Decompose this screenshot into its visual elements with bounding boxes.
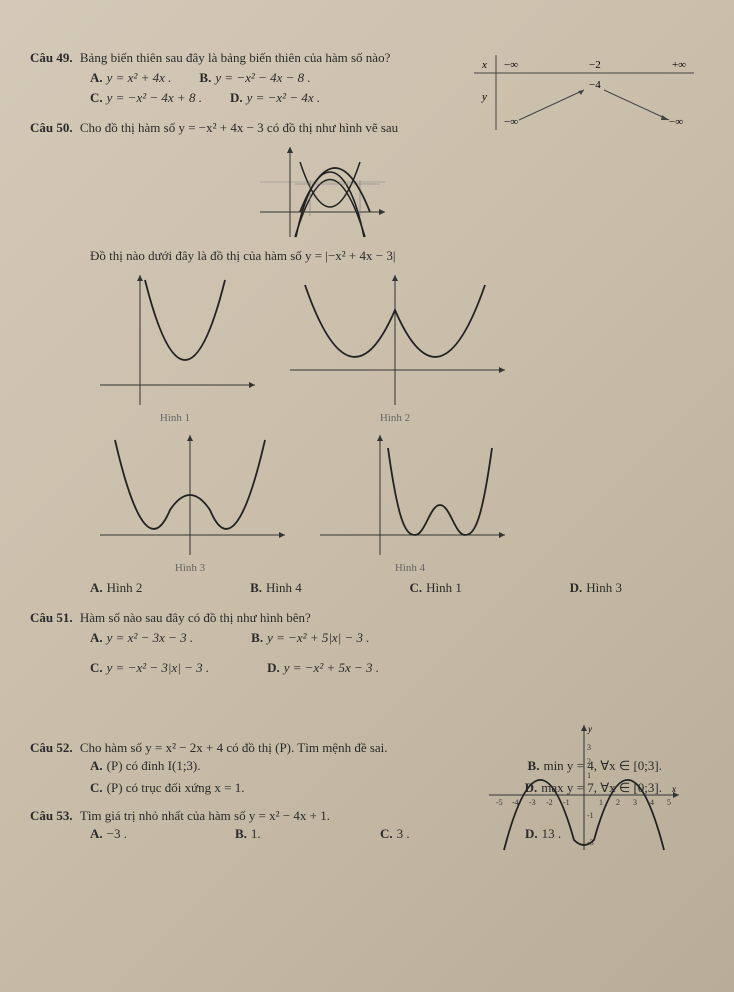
svg-text:-3: -3 xyxy=(529,798,536,807)
chart-label-h3: Hình 3 xyxy=(90,562,290,574)
q53-option-a: A.−3 . xyxy=(90,826,207,842)
svg-text:x: x xyxy=(671,784,676,794)
svg-text:2: 2 xyxy=(616,798,620,807)
q51-label: Câu 51. xyxy=(30,610,73,625)
question-51: Câu 51. Hàm số nào sau đây có đồ thị như… xyxy=(30,610,704,680)
q49-label: Câu 49. xyxy=(30,50,73,65)
svg-text:2: 2 xyxy=(587,757,591,766)
q50-options: A.Hình 2 B.Hình 4 C.Hình 1 D.Hình 3 xyxy=(90,580,650,600)
variation-table-svg: x y −∞ −2 +∞ −4 −∞ −∞ xyxy=(474,55,694,130)
chart-label-h2: Hình 2 xyxy=(280,412,510,424)
q50-label: Câu 50. xyxy=(30,120,73,135)
svg-text:-2: -2 xyxy=(546,798,553,807)
svg-text:-5: -5 xyxy=(496,798,503,807)
q49-option-d: D.y = −x² − 4x . xyxy=(230,90,320,106)
q49-option-a: A.y = x² + 4x . xyxy=(90,70,171,86)
svg-text:−∞: −∞ xyxy=(504,59,518,71)
q52-option-c: C.(P) có trục đối xứng x = 1. xyxy=(90,780,245,796)
chart-label-h4: Hình 4 xyxy=(310,562,510,574)
svg-text:−4: −4 xyxy=(589,79,601,91)
q51-option-d: D.y = −x² + 5x − 3 . xyxy=(267,660,379,676)
q52-label: Câu 52. xyxy=(30,740,73,755)
svg-text:x: x xyxy=(481,59,487,71)
q53-label: Câu 53. xyxy=(30,808,73,823)
svg-text:3: 3 xyxy=(633,798,637,807)
svg-text:3: 3 xyxy=(587,743,591,752)
q50-chart-hinh4 xyxy=(310,430,510,560)
q50-option-a: A.Hình 2 xyxy=(90,580,142,596)
svg-text:1: 1 xyxy=(587,771,591,780)
q49-option-c: C.y = −x² − 4x + 8 . xyxy=(90,90,202,106)
variation-table: x y −∞ −2 +∞ −4 −∞ −∞ xyxy=(474,55,694,130)
svg-text:-1: -1 xyxy=(563,798,570,807)
q50-option-b: B.Hình 4 xyxy=(250,580,302,596)
q51-option-c: C.y = −x² − 3|x| − 3 . xyxy=(90,660,209,676)
svg-text:y: y xyxy=(587,724,592,734)
q50-chart-hinh2 xyxy=(280,270,510,410)
q53-option-b: B.1. xyxy=(235,826,352,842)
q50-option-d: D.Hình 3 xyxy=(570,580,622,596)
svg-text:1: 1 xyxy=(599,798,603,807)
question-50: Câu 50. Cho đồ thị hàm số y = −x² + 4x −… xyxy=(30,120,704,600)
q50-chart-hinh1 xyxy=(90,270,260,410)
q50-chart-row-2: Hình 3 Hình 4 xyxy=(90,430,704,574)
svg-text:y: y xyxy=(481,91,487,103)
q52-option-a: A.(P) có đỉnh I(1;3). xyxy=(90,758,201,774)
q51-option-b: B.y = −x² + 5|x| − 3 . xyxy=(251,630,369,646)
svg-text:-1: -1 xyxy=(587,811,594,820)
q49-option-b: B.y = −x² − 4x − 8 . xyxy=(199,70,310,86)
q50-chart-hinh3 xyxy=(90,430,290,560)
q51-text: Hàm số nào sau đây có đồ thị như hình bê… xyxy=(80,610,311,625)
q52-text: Cho hàm số y = x² − 2x + 4 có đồ thị (P)… xyxy=(80,740,388,755)
q51-option-a: A.y = x² − 3x − 3 . xyxy=(90,630,193,646)
q51-chart: x y -5-4-3 -2-1 123 45 321 -1-3 xyxy=(484,720,684,855)
q50-text: Cho đồ thị hàm số y = −x² + 4x − 3 có đồ… xyxy=(80,120,398,135)
svg-text:5: 5 xyxy=(667,798,671,807)
q49-text: Bảng biến thiên sau đây là bảng biến thi… xyxy=(80,50,390,65)
q50-chart-row-1: Hình 1 Hình 2 xyxy=(90,270,704,424)
chart-label-h1: Hình 1 xyxy=(90,412,260,424)
q50-option-c: C.Hình 1 xyxy=(410,580,462,596)
svg-text:+∞: +∞ xyxy=(672,59,686,71)
q53-text: Tìm giá trị nhỏ nhất của hàm số y = x² −… xyxy=(80,808,330,823)
q50-subtext: Đồ thị nào dưới đây là đồ thị của hàm số… xyxy=(90,248,704,264)
q53-option-c: C.3 . xyxy=(380,826,497,842)
svg-text:−∞: −∞ xyxy=(669,116,683,128)
svg-text:−∞: −∞ xyxy=(504,116,518,128)
svg-text:−2: −2 xyxy=(589,59,601,71)
q50-main-chart-overlay xyxy=(250,142,390,242)
